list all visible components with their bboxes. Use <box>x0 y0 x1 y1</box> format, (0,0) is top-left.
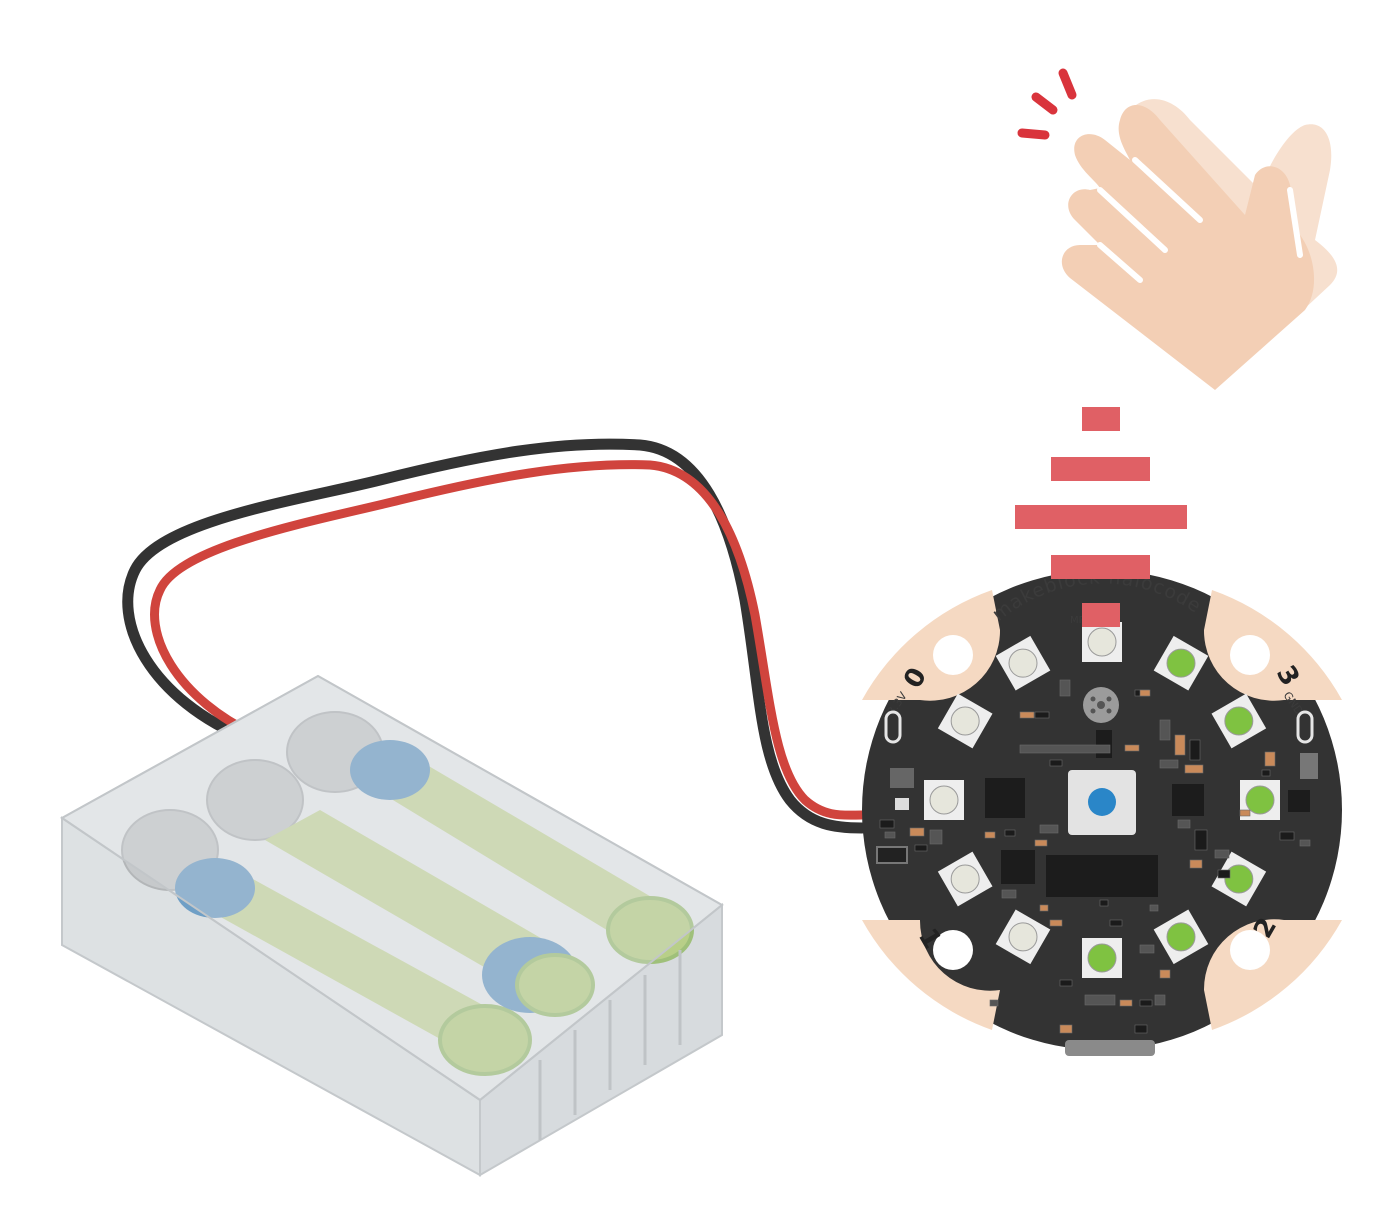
smd-part <box>1099 899 1109 907</box>
smd-part <box>1034 711 1050 719</box>
smd-part <box>1019 711 1035 719</box>
smd-part <box>1189 859 1203 869</box>
sound-bar-3 <box>1015 505 1187 529</box>
led-11-off <box>995 635 1051 691</box>
spring-2 <box>206 759 304 841</box>
smd-part <box>989 999 999 1007</box>
smd-part <box>1159 969 1171 979</box>
sound-wave-icon <box>1015 407 1187 627</box>
smd-part <box>1261 769 1271 777</box>
battery-cap-1 <box>175 858 255 918</box>
smd-part <box>1174 734 1186 756</box>
usb-connector <box>1065 1040 1155 1056</box>
smd-part <box>1059 679 1071 697</box>
smd-part <box>1034 839 1048 847</box>
smd-part <box>1019 744 1111 754</box>
led-0-off <box>1082 622 1122 662</box>
led-8-off <box>937 851 993 907</box>
sound-bar-2 <box>1051 457 1150 481</box>
smd-part <box>909 827 925 837</box>
smd-part <box>1217 869 1231 879</box>
smd-part <box>884 831 896 839</box>
sound-bar-1 <box>1082 407 1120 431</box>
led-4-on <box>1211 851 1267 907</box>
battery-box-icon <box>60 674 724 1177</box>
smd-part <box>1177 819 1191 829</box>
smd-part <box>1149 904 1159 912</box>
sound-bar-4 <box>1051 555 1150 579</box>
smd-part <box>1159 759 1179 769</box>
battery-case-lid <box>60 674 724 1102</box>
smd-part <box>1194 829 1208 851</box>
smd-part <box>1049 919 1063 927</box>
battery-cap-3 <box>350 740 430 800</box>
smd-part <box>984 831 996 839</box>
smd-part <box>929 829 943 845</box>
smd-part <box>1124 744 1140 752</box>
led-10-off <box>937 693 993 749</box>
smd-part <box>1039 824 1059 834</box>
pin-pad-3: 3 <box>1203 590 1342 701</box>
smd-part <box>1059 979 1073 987</box>
smd-part <box>879 819 895 829</box>
power-slot-left <box>884 710 902 744</box>
led-7-off <box>995 909 1051 965</box>
smd-part <box>914 844 928 852</box>
smd-part <box>1001 889 1017 899</box>
microphone-icon <box>1083 687 1119 723</box>
smd-part <box>1059 1024 1073 1034</box>
smd-part <box>1139 944 1155 954</box>
center-button <box>1068 770 1136 835</box>
smd-part <box>1189 739 1201 761</box>
halocode-board-icon: 0 3 1 2 3.3V GND <box>862 566 1342 1056</box>
finger-lines <box>1097 157 1303 283</box>
smd-part <box>1279 831 1295 841</box>
smd-part <box>1039 904 1049 912</box>
pin-pad-0: 0 <box>862 590 1001 701</box>
smd-part <box>1134 1024 1148 1034</box>
smd-part <box>1154 994 1166 1006</box>
smd-part <box>1119 999 1133 1007</box>
smd-part <box>1214 849 1230 859</box>
black-wire <box>122 438 868 834</box>
led-1-on <box>1153 635 1209 691</box>
smd-part <box>1184 764 1204 774</box>
smd-part <box>1004 829 1016 837</box>
smd-part <box>1139 999 1153 1007</box>
clap-marks <box>1017 68 1077 140</box>
smd-part <box>1159 719 1171 741</box>
led-6-on <box>1082 938 1122 978</box>
clapping-hand-icon <box>1017 68 1338 390</box>
led-9-off <box>924 780 964 820</box>
smd-components <box>879 679 1311 1034</box>
smd-part <box>1049 759 1063 767</box>
battery-cell-2 <box>265 810 595 1017</box>
smd-part <box>1139 689 1151 697</box>
smd-part <box>1239 809 1251 817</box>
red-wire <box>150 460 867 820</box>
smd-part <box>1084 994 1116 1006</box>
pin-pad-2: 2 <box>1203 913 1342 1030</box>
smd-part <box>1299 839 1311 847</box>
front-hand <box>1061 105 1315 390</box>
smd-part <box>1109 919 1123 927</box>
led-2-on <box>1211 693 1267 749</box>
battery-cell-1 <box>175 858 532 1076</box>
power-wires <box>122 438 868 834</box>
battery-case-ribs <box>538 950 682 1140</box>
sound-bar-5 <box>1082 603 1120 627</box>
led-5-on <box>1153 909 1209 965</box>
power-slot-right <box>1296 710 1314 744</box>
smd-part <box>1264 751 1276 767</box>
pin-pad-1: 1 <box>862 920 1000 1030</box>
